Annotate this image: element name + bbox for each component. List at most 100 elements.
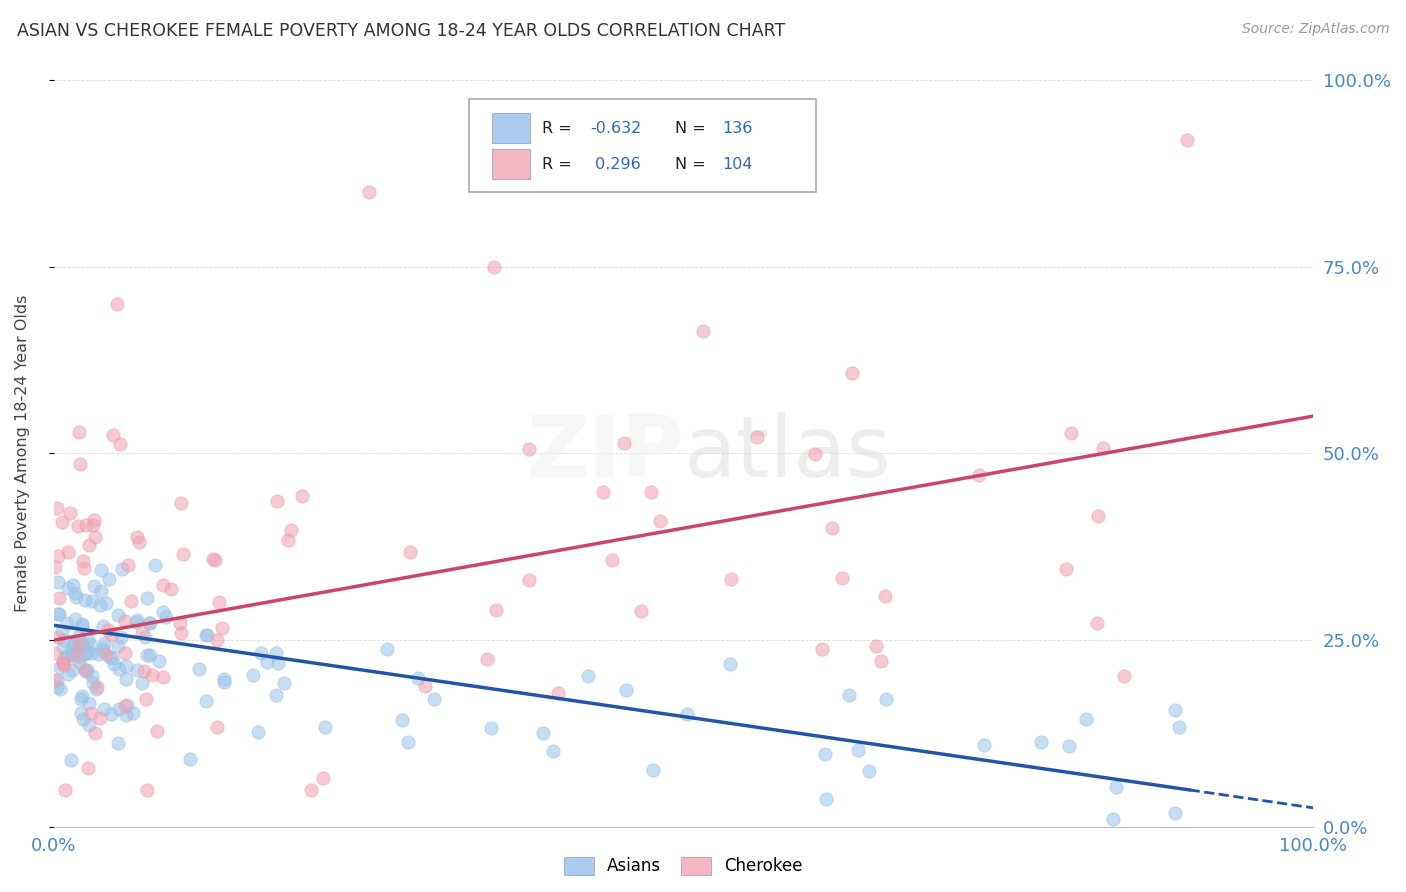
Point	[273, 675, 295, 690]
Point	[82, 518, 104, 533]
Point	[179, 752, 201, 766]
Point	[70, 617, 93, 632]
Point	[66, 519, 89, 533]
Point	[107, 608, 129, 623]
Point	[155, 610, 177, 624]
Point	[152, 670, 174, 684]
Point	[141, 668, 163, 682]
Point	[67, 637, 90, 651]
Point	[82, 676, 104, 690]
Point	[208, 595, 231, 609]
Point	[128, 535, 150, 549]
Point	[52, 656, 75, 670]
Point	[70, 638, 93, 652]
Point	[813, 747, 835, 761]
Point	[44, 646, 66, 660]
Point	[86, 682, 108, 697]
Point	[93, 702, 115, 716]
Point	[120, 594, 142, 608]
Point	[67, 629, 90, 643]
Point	[46, 500, 69, 515]
Point	[70, 619, 93, 633]
Point	[80, 594, 103, 608]
Point	[138, 615, 160, 630]
FancyBboxPatch shape	[470, 99, 815, 192]
Point	[77, 761, 100, 775]
Point	[77, 538, 100, 552]
Point	[72, 554, 94, 568]
Point	[55, 649, 77, 664]
Point	[212, 673, 235, 687]
Point	[640, 485, 662, 500]
Point	[247, 725, 270, 739]
Point	[44, 673, 66, 687]
Point	[107, 640, 129, 654]
Point	[89, 598, 111, 612]
Point	[148, 654, 170, 668]
Point	[1074, 712, 1097, 726]
Point	[865, 639, 887, 653]
Point	[52, 633, 75, 648]
Point	[108, 437, 131, 451]
Point	[613, 436, 636, 450]
Point	[517, 442, 540, 456]
Point	[396, 735, 419, 749]
Point	[814, 792, 837, 806]
Point	[134, 630, 156, 644]
Point	[110, 630, 132, 644]
Point	[973, 739, 995, 753]
Point	[55, 615, 77, 630]
Point	[1054, 562, 1077, 576]
Point	[136, 782, 159, 797]
Point	[60, 663, 83, 677]
Point	[73, 647, 96, 661]
Text: R =: R =	[543, 120, 578, 136]
Text: N =: N =	[675, 120, 710, 136]
Point	[194, 628, 217, 642]
Point	[846, 743, 869, 757]
Point	[87, 647, 110, 661]
Point	[205, 720, 228, 734]
Text: 136: 136	[723, 120, 752, 136]
Point	[72, 712, 94, 726]
Point	[531, 725, 554, 739]
Point	[692, 324, 714, 338]
Point	[138, 616, 160, 631]
Point	[65, 648, 87, 662]
Point	[79, 646, 101, 660]
Point	[169, 615, 191, 630]
Point	[204, 552, 226, 566]
Point	[46, 630, 69, 644]
Point	[91, 640, 114, 655]
Point	[62, 638, 84, 652]
Point	[211, 621, 233, 635]
Point	[46, 607, 69, 621]
Point	[1087, 509, 1109, 524]
Point	[481, 721, 503, 735]
Point	[80, 669, 103, 683]
Point	[870, 654, 893, 668]
Point	[53, 657, 76, 672]
Point	[264, 646, 287, 660]
Point	[93, 636, 115, 650]
Point	[90, 563, 112, 577]
Point	[75, 663, 97, 677]
Point	[114, 646, 136, 660]
Point	[56, 666, 79, 681]
Point	[614, 682, 637, 697]
Point	[517, 574, 540, 588]
Point	[111, 562, 134, 576]
Point	[1031, 735, 1053, 749]
Point	[52, 640, 75, 655]
Point	[84, 726, 107, 740]
Point	[578, 669, 600, 683]
Point	[114, 673, 136, 687]
Point	[242, 668, 264, 682]
Bar	[492, 149, 530, 179]
Point	[108, 662, 131, 676]
Text: R =: R =	[543, 157, 578, 172]
Point	[135, 591, 157, 605]
Point	[107, 736, 129, 750]
Point	[72, 689, 94, 703]
Point	[875, 589, 897, 603]
